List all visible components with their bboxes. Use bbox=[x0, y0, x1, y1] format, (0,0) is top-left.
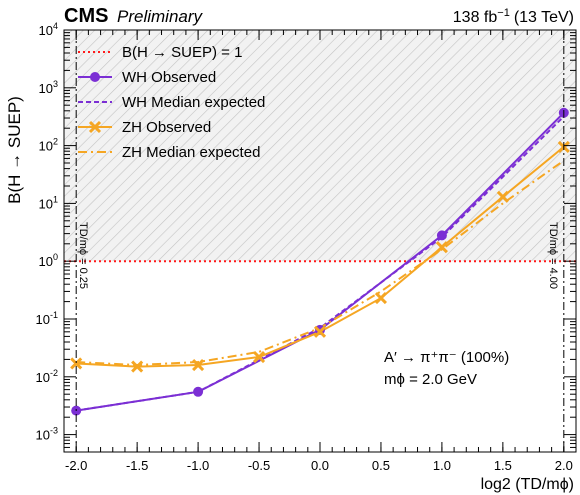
legend: B(H → SUEP) = 1 WH Observed WH Median expe… bbox=[78, 44, 265, 161]
y-tick-base: 10 bbox=[36, 428, 50, 443]
zh-observed-point bbox=[374, 292, 388, 305]
zh-point-stroke bbox=[70, 357, 83, 370]
decay-annotation: A′ → π⁺π⁻ (100%) bbox=[384, 349, 509, 366]
zh-observed-point bbox=[70, 357, 83, 370]
y-tick-label: 100 bbox=[39, 252, 58, 269]
x-axis-title: log2 (TD/mϕ) bbox=[481, 476, 574, 493]
y-tick-base: 10 bbox=[39, 23, 53, 38]
zh-point-stroke bbox=[252, 350, 266, 364]
y-tick-exponent: 4 bbox=[53, 21, 58, 31]
zh-observed-point bbox=[131, 360, 144, 373]
zh-point-stroke bbox=[374, 292, 388, 305]
y-tick-exponent: -3 bbox=[50, 426, 58, 436]
legend-label: B(H → SUEP) = 1 bbox=[122, 44, 242, 61]
series-layer bbox=[64, 107, 576, 416]
zh-point-stroke bbox=[496, 190, 509, 203]
y-axis-title: B(H → SUEP) bbox=[5, 96, 24, 204]
y-tick-label: 10-2 bbox=[36, 368, 58, 385]
y-tick-exponent: 0 bbox=[53, 252, 58, 262]
y-tick-exponent: 1 bbox=[53, 194, 58, 204]
legend-label: ZH Median expected bbox=[122, 144, 260, 161]
y-tick-exponent: -2 bbox=[50, 368, 58, 378]
wh-observed-point bbox=[193, 386, 204, 397]
legend-marker bbox=[90, 72, 100, 82]
zh-point-stroke bbox=[313, 325, 327, 338]
legend-marker-stroke bbox=[88, 120, 102, 134]
x-tick-label: 2.0 bbox=[555, 458, 573, 473]
zh-point-stroke bbox=[131, 360, 144, 373]
y-tick-exponent: -1 bbox=[50, 310, 58, 320]
x-tick-label: 0.0 bbox=[311, 458, 329, 473]
y-tick-base: 10 bbox=[39, 254, 53, 269]
lumi-value: 138 fb bbox=[453, 9, 498, 26]
y-tick-label: 10-1 bbox=[36, 310, 58, 327]
x-tick-label: -1.0 bbox=[187, 458, 209, 473]
boundary-label: TD/mϕ = 4.00 bbox=[547, 222, 559, 289]
axes-layer: -2.0 -1.5 -1.0 -0.5 0.0 0.5 1.0 1.5 2.010-310-21… bbox=[36, 21, 576, 473]
zh-observed-point bbox=[313, 325, 327, 338]
boundary-layer: TD/mϕ = 0.25 TD/mϕ = 4.00 bbox=[75, 30, 565, 452]
preliminary-label: Preliminary bbox=[117, 7, 204, 26]
boundary-label: TD/mϕ = 0.25 bbox=[77, 222, 89, 289]
y-tick-base: 10 bbox=[36, 312, 50, 327]
energy-value: (13 TeV) bbox=[514, 9, 574, 26]
y-tick-base: 10 bbox=[39, 196, 53, 211]
y-tick-base: 10 bbox=[36, 370, 50, 385]
lumi-label: 138 fb−1 (13 TeV) bbox=[453, 7, 574, 26]
zh-observed-point bbox=[435, 241, 448, 254]
legend-marker bbox=[88, 120, 102, 134]
zh-observed-point bbox=[252, 350, 266, 364]
legend-label: WH Observed bbox=[122, 69, 216, 86]
x-tick-label: -2.0 bbox=[65, 458, 87, 473]
x-tick-label: 0.5 bbox=[372, 458, 390, 473]
zh-observed-point bbox=[496, 190, 509, 203]
y-tick-label: 101 bbox=[39, 194, 58, 211]
lumi-unit-exponent: −1 bbox=[497, 7, 510, 19]
y-tick-label: 102 bbox=[39, 137, 58, 154]
y-tick-label: 104 bbox=[39, 21, 58, 38]
x-tick-label: -1.5 bbox=[126, 458, 148, 473]
cms-label: CMS bbox=[64, 5, 108, 27]
y-tick-base: 10 bbox=[39, 81, 53, 96]
zh-point-stroke bbox=[435, 241, 448, 254]
mass-annotation: mϕ = 2.0 GeV bbox=[384, 371, 477, 388]
legend-label: ZH Observed bbox=[122, 119, 211, 136]
x-tick-label: 1.0 bbox=[433, 458, 451, 473]
excluded-region bbox=[64, 30, 576, 262]
legend-label: WH Median expected bbox=[122, 94, 265, 111]
y-tick-label: 103 bbox=[39, 79, 58, 96]
x-tick-label: -0.5 bbox=[248, 458, 270, 473]
y-tick-base: 10 bbox=[39, 139, 53, 154]
y-tick-label: 10-3 bbox=[36, 426, 58, 443]
y-tick-exponent: 3 bbox=[53, 79, 58, 89]
zh-observed-point bbox=[192, 358, 205, 372]
zh-point-stroke bbox=[192, 358, 205, 372]
y-tick-exponent: 2 bbox=[53, 137, 58, 147]
wh-observed-point bbox=[436, 230, 447, 241]
x-tick-label: 1.5 bbox=[494, 458, 512, 473]
